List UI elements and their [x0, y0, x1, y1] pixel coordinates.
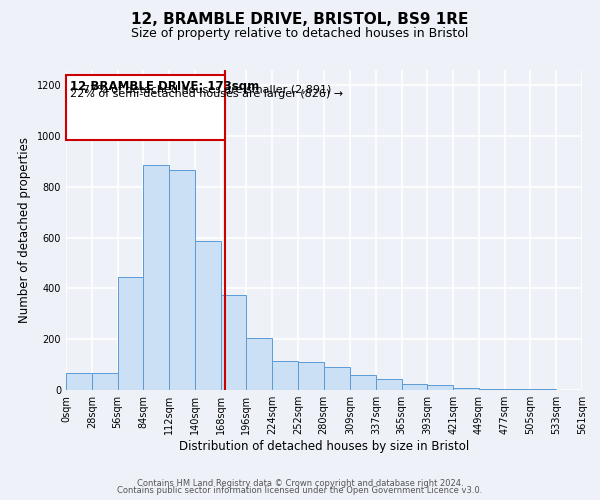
Text: ← 77% of detached houses are smaller (2,891): ← 77% of detached houses are smaller (2,…	[70, 84, 331, 94]
Bar	[272, 361, 298, 390]
X-axis label: Distribution of detached houses by size in Bristol: Distribution of detached houses by size …	[179, 440, 469, 453]
Bar	[66, 374, 92, 390]
Bar	[479, 388, 505, 390]
Text: 12 BRAMBLE DRIVE: 173sqm: 12 BRAMBLE DRIVE: 173sqm	[70, 80, 259, 92]
Bar	[427, 386, 453, 390]
Bar	[143, 165, 169, 390]
Bar	[453, 388, 479, 390]
Bar	[376, 378, 402, 390]
Text: Contains HM Land Registry data © Crown copyright and database right 2024.: Contains HM Land Registry data © Crown c…	[137, 478, 463, 488]
Text: Size of property relative to detached houses in Bristol: Size of property relative to detached ho…	[131, 28, 469, 40]
Bar	[118, 277, 143, 390]
Y-axis label: Number of detached properties: Number of detached properties	[18, 137, 31, 323]
Bar	[505, 389, 530, 390]
Bar	[298, 362, 323, 390]
Bar	[221, 295, 246, 390]
Bar	[323, 367, 350, 390]
Bar	[246, 338, 272, 390]
Bar	[350, 376, 376, 390]
Bar	[92, 374, 118, 390]
Text: 22% of semi-detached houses are larger (826) →: 22% of semi-detached houses are larger (…	[70, 90, 343, 100]
Bar	[195, 242, 221, 390]
Text: 12, BRAMBLE DRIVE, BRISTOL, BS9 1RE: 12, BRAMBLE DRIVE, BRISTOL, BS9 1RE	[131, 12, 469, 28]
Bar	[402, 384, 427, 390]
FancyBboxPatch shape	[66, 75, 225, 140]
Bar	[169, 170, 195, 390]
Text: Contains public sector information licensed under the Open Government Licence v3: Contains public sector information licen…	[118, 486, 482, 495]
